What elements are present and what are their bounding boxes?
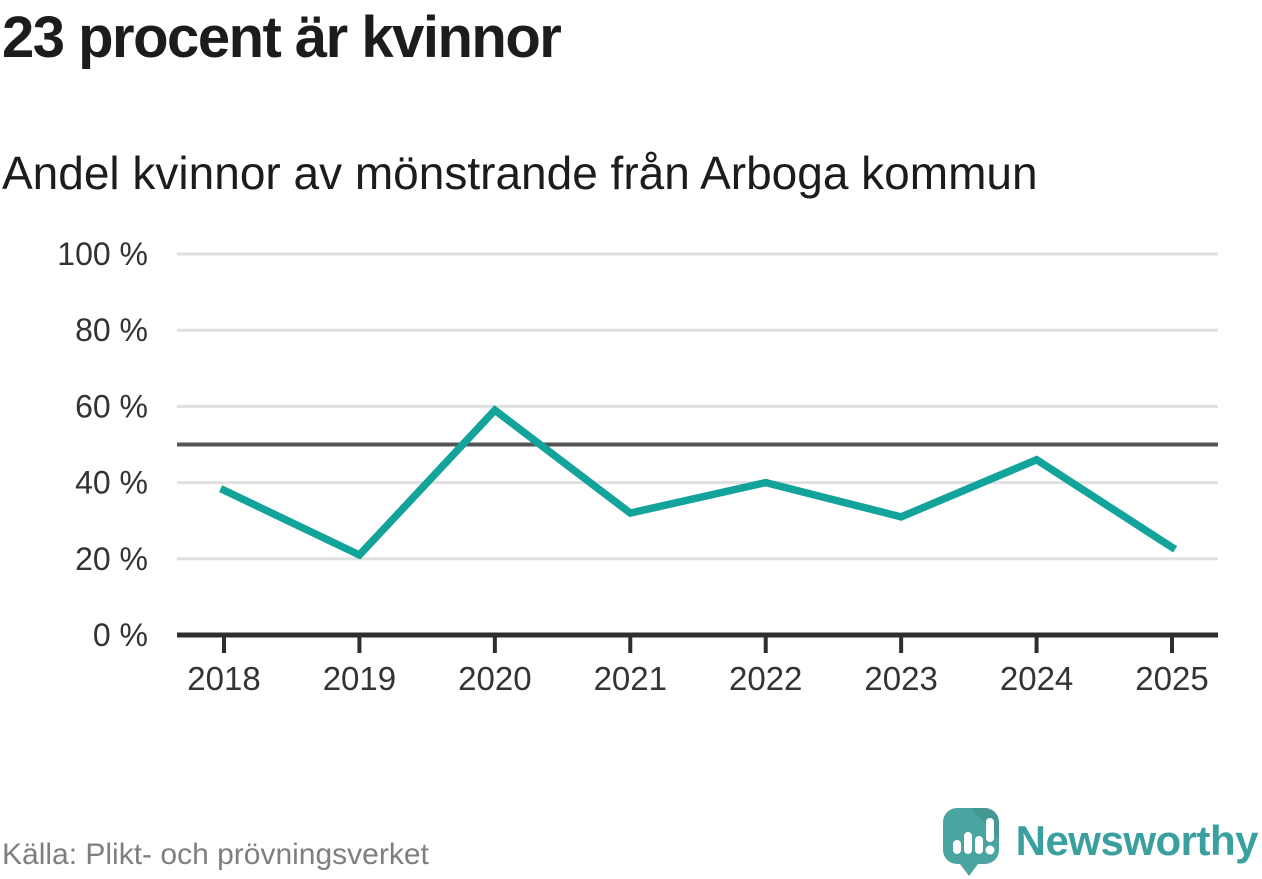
chart-title: 23 procent är kvinnor	[2, 5, 562, 70]
x-tick-label-2022: 2022	[729, 660, 802, 697]
chart-subtitle: Andel kvinnor av mönstrande från Arboga …	[2, 147, 1038, 199]
y-tick-label: 40 %	[75, 465, 148, 501]
exclamation-bar	[985, 818, 994, 842]
y-tick-label: 80 %	[75, 312, 148, 348]
x-tick-label-2024: 2024	[1000, 660, 1073, 697]
line-chart: 0 % 20 % 40 % 60 % 80 % 100 % 2018 2019 2020 2021…	[57, 236, 1218, 697]
source-caption: Källa: Plikt- och prövningsverket	[2, 838, 429, 871]
y-tick-label: 0 %	[93, 617, 148, 653]
bar-chart-glyph	[952, 818, 995, 855]
x-tick-label-2021: 2021	[594, 660, 667, 697]
exclamation-dot	[985, 845, 995, 855]
newsworthy-logo-icon	[942, 808, 999, 876]
x-tick-label-2025: 2025	[1135, 660, 1208, 697]
data-line-andel-kvinnor-av-m-nstrande	[218, 405, 1178, 560]
x-tick-label-2018: 2018	[187, 660, 260, 697]
y-tick-label: 60 %	[75, 388, 148, 424]
x-tick-label-2019: 2019	[323, 660, 396, 697]
x-tick-label-2020: 2020	[458, 660, 531, 697]
newsworthy-logo: Newsworthy	[941, 806, 1259, 876]
x-tick-label-2023: 2023	[864, 660, 937, 697]
newsworthy-logo-text: Newsworthy	[1015, 817, 1259, 864]
y-tick-label: 20 %	[75, 541, 148, 577]
y-tick-label: 100 %	[57, 236, 148, 272]
